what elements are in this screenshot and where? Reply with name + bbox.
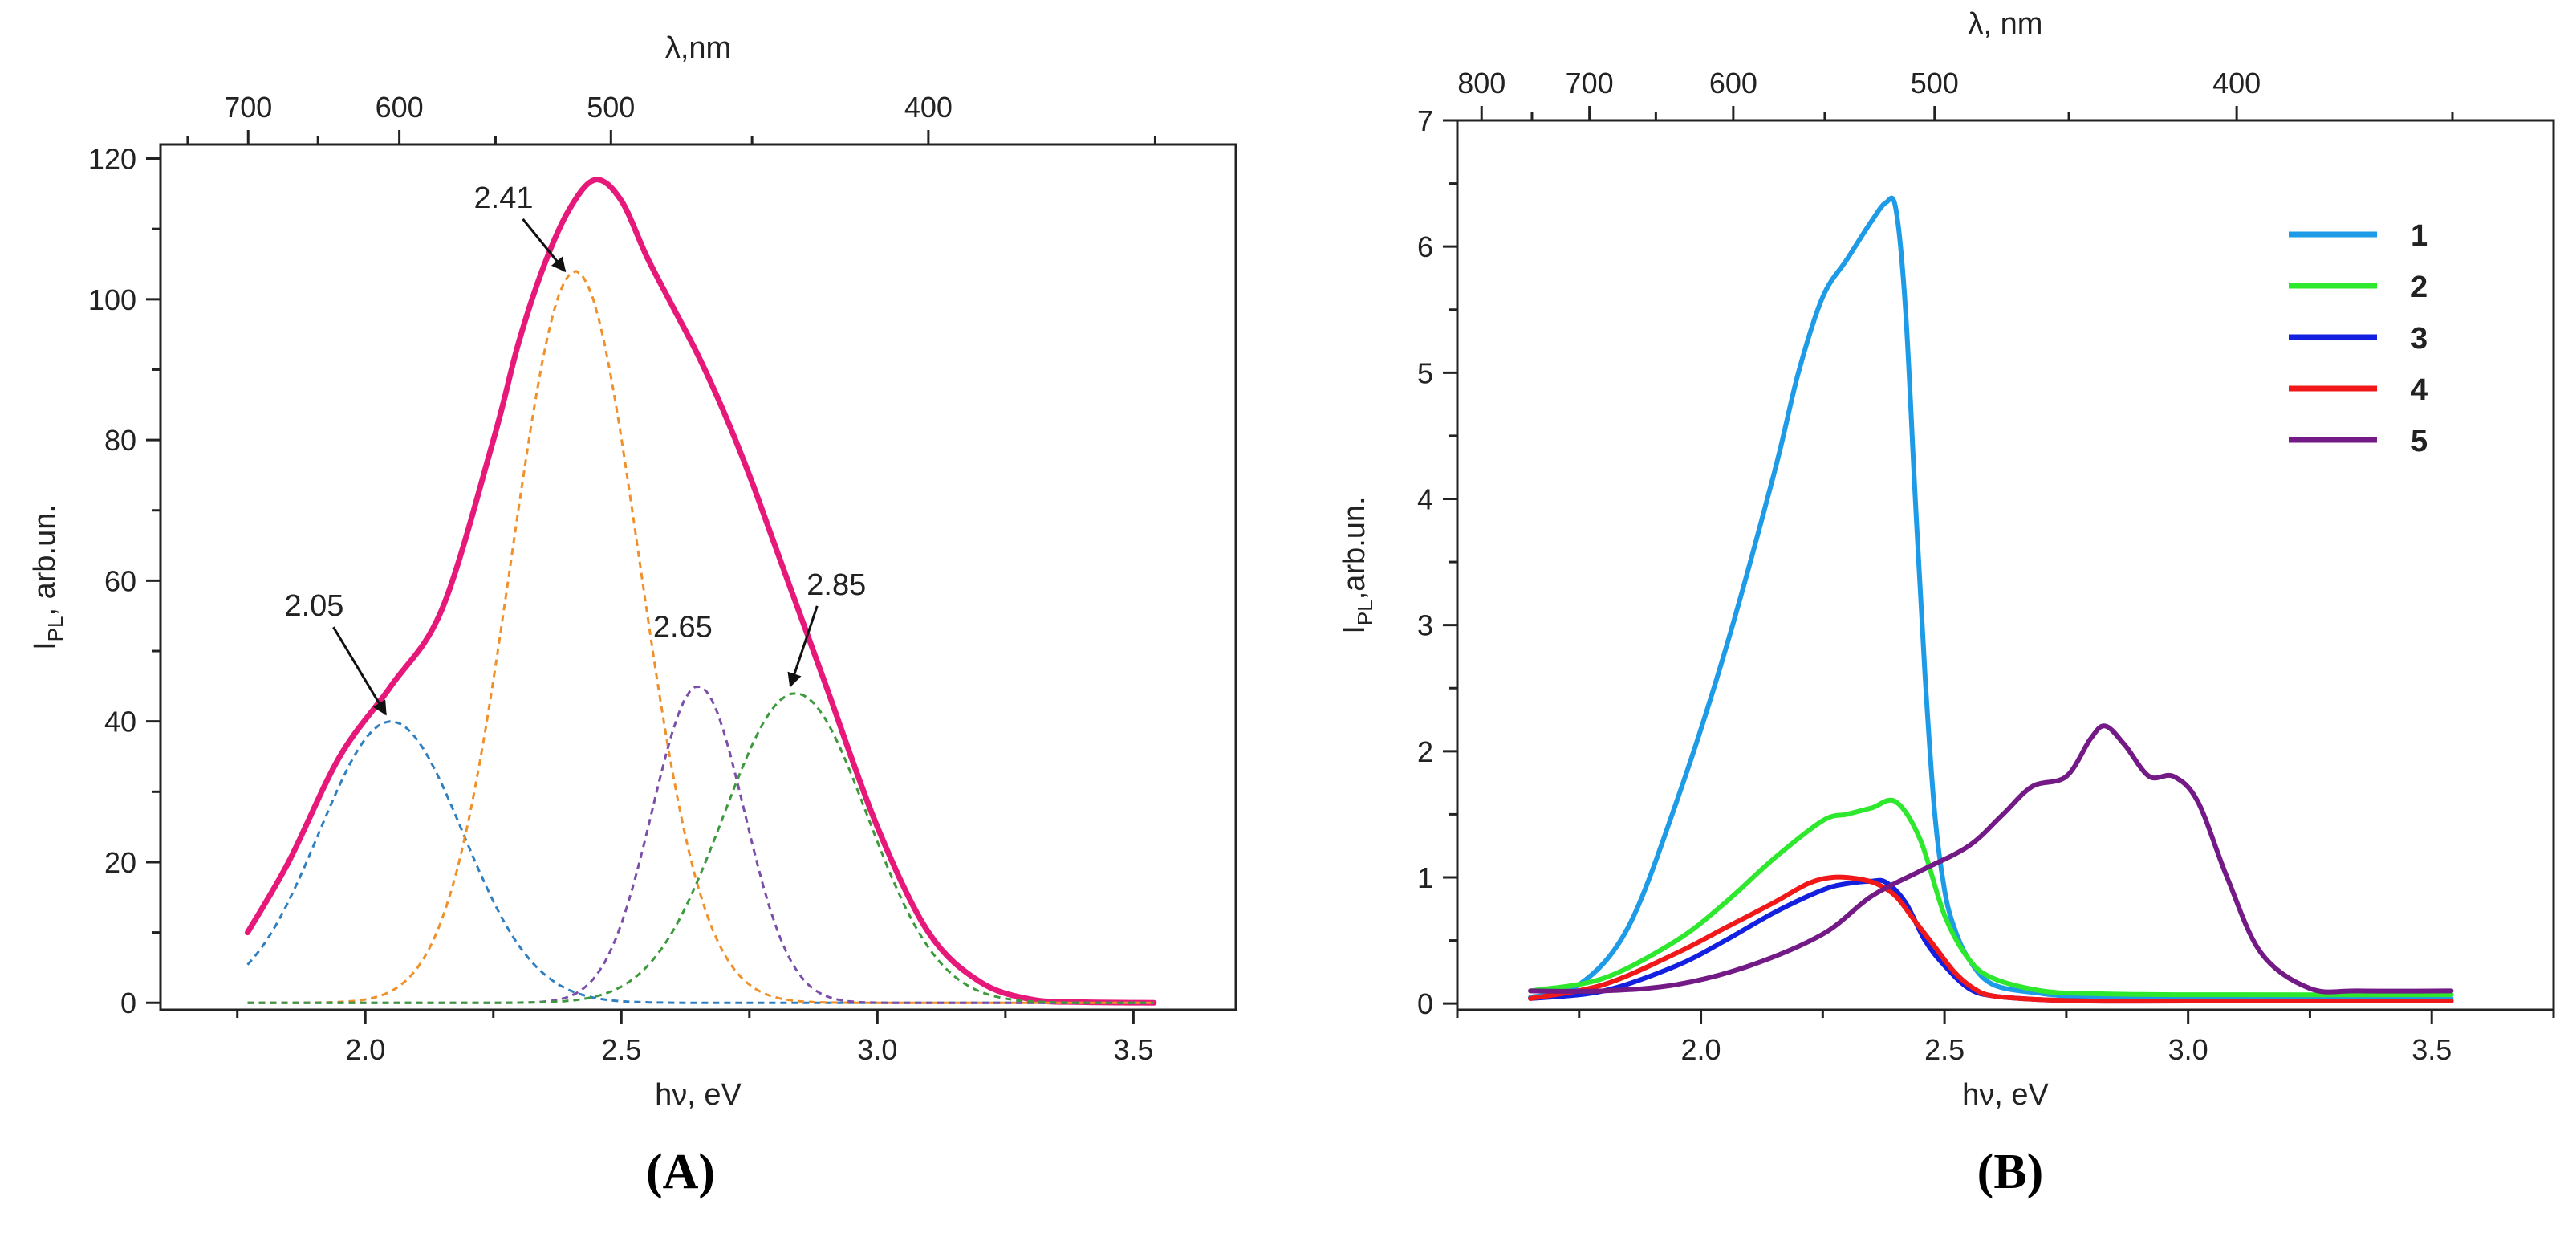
legend-label: 4 — [2411, 373, 2428, 407]
annotation-label: 2.65 — [653, 610, 713, 644]
y-axis-title-rest: ,arb.un. — [1338, 496, 1371, 600]
legend-label: 2 — [2411, 271, 2428, 304]
x-tick-label: 2.0 — [345, 1033, 385, 1066]
annotation-label: 2.41 — [474, 181, 534, 215]
top-tick-label: 400 — [2212, 67, 2261, 100]
y-tick-label: 3 — [1417, 609, 1433, 642]
top-x-axis-title: λ, nm — [1969, 7, 2043, 41]
top-tick-label: 700 — [1566, 67, 1614, 100]
y-tick-label: 5 — [1417, 356, 1433, 389]
y-axis-title-subscript: PL — [43, 616, 67, 642]
panel-a: 2.0 2.5 3.0 3.5 0 20 40 60 80 100 120 700 600 500 400 λ… — [28, 31, 1237, 1199]
top-tick-label: 500 — [1911, 67, 1959, 100]
series-line-dashed — [247, 270, 1154, 1004]
x-tick-label: 3.5 — [2411, 1033, 2452, 1066]
y-tick-label: 20 — [104, 846, 136, 879]
plot-frame — [159, 143, 1237, 1011]
y-tick-label: 4 — [1417, 482, 1433, 515]
y-tick-label: 7 — [1417, 104, 1433, 137]
y-tick-label: 1 — [1417, 861, 1433, 894]
series-line — [1528, 195, 2454, 1001]
x-tick-label: 2.5 — [1924, 1033, 1965, 1066]
series-line-dashed — [247, 692, 1154, 1004]
y-tick-label: 100 — [88, 283, 136, 316]
x-axis-title: hν, eV — [655, 1078, 742, 1112]
y-tick-label: 80 — [104, 424, 136, 457]
panel-label: (B) — [1977, 1145, 2044, 1199]
series-line — [245, 177, 1157, 1006]
panel-label: (A) — [646, 1145, 715, 1199]
x-tick-label: 3.0 — [857, 1033, 897, 1066]
y-tick-label: 2 — [1417, 735, 1433, 768]
legend-label: 5 — [2411, 425, 2428, 458]
y-axis-title-rest: , arb.un. — [28, 504, 62, 616]
top-x-axis-title: λ,nm — [665, 31, 731, 65]
y-axis-title-main: I — [28, 641, 62, 650]
top-tick-label: 600 — [376, 91, 424, 124]
y-tick-label: 40 — [104, 706, 136, 739]
y-tick-label: 6 — [1417, 230, 1433, 263]
series-line-dashed — [247, 685, 1154, 1004]
y-axis-title: IPL,arb.un. — [1338, 496, 1377, 633]
annotation-arrow — [522, 218, 567, 273]
annotation-arrow — [787, 605, 819, 688]
y-tick-label: 60 — [104, 564, 136, 597]
annotation-label: 2.05 — [284, 589, 343, 623]
plot-area — [1528, 195, 2454, 1004]
x-tick-label: 2.0 — [1681, 1033, 1721, 1066]
top-tick-label: 800 — [1457, 67, 1505, 100]
series-line — [1528, 723, 2454, 995]
top-tick-label: 500 — [587, 91, 635, 124]
x-tick-label: 3.5 — [1113, 1033, 1153, 1066]
plot-area — [245, 177, 1157, 1006]
y-tick-label: 0 — [1417, 987, 1433, 1020]
series-line — [1528, 874, 2454, 1004]
legend-label: 1 — [2411, 219, 2428, 253]
legend-label: 3 — [2411, 322, 2428, 356]
y-axis-title-main: I — [1338, 625, 1371, 634]
top-tick-label: 700 — [224, 91, 272, 124]
y-axis-title-text: IPL,arb.un. — [1338, 496, 1377, 633]
y-axis-title: IPL, arb.un. — [28, 504, 67, 650]
series-line — [1528, 797, 2454, 998]
top-tick-label: 400 — [904, 91, 953, 124]
x-axis-title: hν, eV — [1962, 1078, 2049, 1112]
x-tick-label: 3.0 — [2168, 1033, 2208, 1066]
annotation-label: 2.85 — [807, 568, 866, 602]
y-tick-label: 0 — [120, 987, 136, 1019]
y-axis-title-subscript: PL — [1353, 600, 1377, 625]
x-tick-label: 2.5 — [601, 1033, 641, 1066]
panel-b: 2.0 2.5 3.0 3.5 0 1 2 3 4 5 6 7 800 700 600 500 400 λ, nm… — [1338, 7, 2555, 1199]
y-tick-label: 120 — [88, 143, 136, 176]
top-tick-label: 600 — [1709, 67, 1757, 100]
annotation-arrow — [332, 626, 388, 716]
series-line-dashed — [246, 720, 1154, 1004]
y-axis-title-text: IPL, arb.un. — [28, 504, 67, 650]
plot-frame — [1456, 119, 2555, 1011]
